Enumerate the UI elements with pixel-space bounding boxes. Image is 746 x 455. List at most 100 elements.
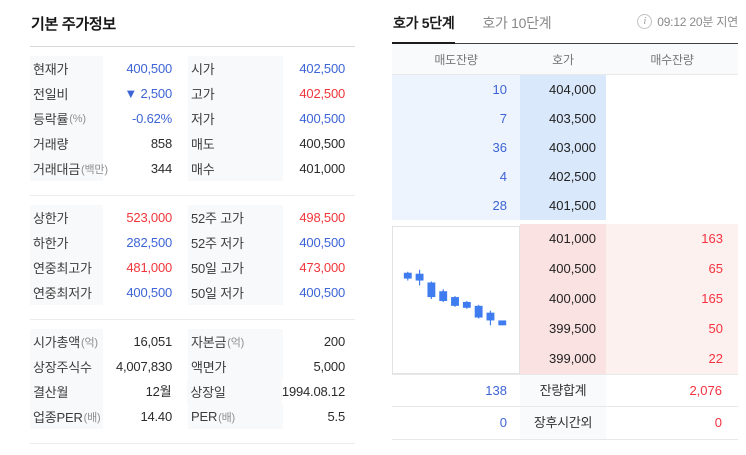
- row-value: 401,000: [299, 161, 345, 176]
- row-label-text: 하한가: [33, 236, 69, 251]
- row-label-text: 업종PER: [33, 410, 83, 425]
- row-label: 고가: [188, 81, 283, 106]
- ask-row: 36 403,000: [392, 133, 738, 162]
- basic-price-info-panel: 기본 주가정보 현재가 400,500 시가 402,500 전일비 ▼ 2,500 고가 4…: [30, 0, 355, 444]
- row-label-text: 자본금: [191, 335, 227, 350]
- column-gap: [172, 354, 188, 379]
- mini-candlestick-chart: [392, 226, 520, 374]
- row-value: 400,500: [299, 285, 345, 300]
- row-label-text: 거래량: [33, 137, 69, 152]
- row-label-text: 시가: [191, 62, 215, 77]
- ask-sell-quantity: 10: [392, 75, 520, 104]
- ask-empty-cell: [606, 162, 738, 191]
- row-label-text: 저가: [191, 112, 215, 127]
- ask-row: 4 402,500: [392, 162, 738, 191]
- row-value: 523,000: [126, 210, 172, 225]
- row-label: 업종PER (배): [30, 404, 103, 429]
- price-info-row: 하한가 282,500 52주 저가 400,500: [30, 230, 355, 255]
- row-label: 50일 저가: [188, 280, 283, 305]
- order-book-panel: 호가 5단계 호가 10단계 i 09:12 20분 지연 매도잔량 호가 매수…: [392, 0, 738, 440]
- column-gap: [172, 329, 188, 354]
- after-hours-row: 0 장후시간외 0: [392, 407, 738, 440]
- row-label-text: 고가: [191, 87, 215, 102]
- ask-row: 7 403,500: [392, 104, 738, 133]
- row-label: 상장일: [187, 379, 282, 404]
- row-label-text: 50일 저가: [191, 286, 244, 301]
- ask-empty-cell: [606, 191, 738, 220]
- ask-rows: 10 404,000 7 403,500 36 403,000 4 402,500 28 401,…: [392, 75, 738, 220]
- ask-price: 403,500: [520, 104, 606, 133]
- column-gap: [172, 131, 188, 156]
- header-price: 호가: [552, 52, 574, 67]
- bid-buy-quantity: 22: [606, 344, 738, 374]
- price-info-row: 거래량 858 매도 400,500: [30, 131, 355, 156]
- row-value: 5.5: [327, 409, 346, 424]
- ask-sell-quantity: 28: [392, 191, 520, 220]
- order-book-header: 매도잔량 호가 매수잔량: [392, 44, 738, 75]
- bid-price: 400,000: [520, 284, 606, 314]
- ask-empty-cell: [606, 75, 738, 104]
- row-value: 400,500: [299, 136, 345, 151]
- row-label: 연중최고가: [30, 255, 103, 280]
- row-label-text: 등락률: [33, 112, 69, 127]
- row-value: 400,500: [126, 61, 172, 76]
- row-label: 시가총액 (억): [30, 329, 103, 354]
- after-hours-buy: 0: [714, 415, 722, 430]
- price-info-row: 연중최저가 400,500 50일 저가 400,500: [30, 280, 355, 305]
- bid-row: 400,000 165: [392, 284, 738, 314]
- row-label: 결산월: [30, 379, 103, 404]
- row-label-text: 50일 고가: [191, 261, 244, 276]
- row-label-text: 52주 저가: [191, 236, 244, 251]
- ask-sell-quantity: 36: [392, 133, 520, 162]
- total-buy-volume: 2,076: [689, 383, 722, 398]
- row-label: 거래량: [30, 131, 103, 156]
- after-hours-sell: 0: [499, 415, 507, 430]
- ask-empty-cell: [606, 104, 738, 133]
- row-value: 344: [150, 161, 172, 176]
- price-info-section-1: 현재가 400,500 시가 402,500 전일비 ▼ 2,500 고가 402,500 등락…: [30, 47, 355, 196]
- price-info-sections: 현재가 400,500 시가 402,500 전일비 ▼ 2,500 고가 402,500 등락…: [30, 47, 355, 444]
- order-book-table: 매도잔량 호가 매수잔량 10 404,000 7 403,500 36 403,000 4…: [392, 43, 738, 440]
- total-sell-volume: 138: [485, 383, 507, 398]
- row-value: 400,500: [299, 111, 345, 126]
- delay-notice: i 09:12 20분 지연: [637, 13, 738, 30]
- row-label-text: 결산월: [33, 385, 69, 400]
- row-value: 282,500: [126, 235, 172, 250]
- column-gap: [172, 106, 188, 131]
- row-label: 시가: [188, 56, 283, 81]
- row-label: 52주 저가: [188, 230, 283, 255]
- row-label-text: 연중최고가: [33, 261, 92, 276]
- row-label: 거래대금 (백만): [30, 156, 108, 181]
- price-info-row: 상장주식수 4,007,830 액면가 5,000: [30, 354, 355, 379]
- header-sell-volume: 매도잔량: [434, 52, 478, 67]
- info-icon[interactable]: i: [637, 14, 653, 29]
- bid-area: 401,000 163 400,500 65 400,000 165 399,500 50 39…: [392, 224, 738, 374]
- panel-title: 기본 주가정보: [30, 0, 355, 47]
- tab-hoga-5-levels[interactable]: 호가 5단계: [392, 0, 456, 44]
- row-label-text: PER: [191, 409, 218, 424]
- row-value: ▼ 2,500: [124, 86, 172, 101]
- row-value: 400,500: [126, 285, 172, 300]
- row-label-suffix: (배): [83, 411, 101, 424]
- tab-hoga-10-levels[interactable]: 호가 10단계: [482, 15, 552, 31]
- row-value: 400,500: [299, 235, 345, 250]
- row-value: 481,000: [126, 260, 172, 275]
- ask-price: 404,000: [520, 75, 606, 104]
- row-label-suffix: (억): [81, 336, 98, 349]
- row-value: 5,000: [313, 359, 345, 374]
- ask-sell-quantity: 7: [392, 104, 520, 133]
- row-label-text: 액면가: [191, 360, 227, 375]
- row-value: 473,000: [299, 260, 345, 275]
- row-label: 52주 고가: [188, 205, 283, 230]
- column-gap: [172, 156, 188, 181]
- row-label-text: 상한가: [33, 211, 69, 226]
- ask-price: 402,500: [520, 162, 606, 191]
- row-label-text: 연중최저가: [33, 286, 92, 301]
- row-label: 액면가: [188, 354, 283, 379]
- bid-buy-quantity: 65: [606, 254, 738, 284]
- bid-price: 400,500: [520, 254, 606, 284]
- row-label-text: 상장일: [190, 385, 226, 400]
- price-info-row: 결산월 12월 상장일 1994.08.12: [30, 379, 355, 404]
- row-value: 16,051: [133, 334, 172, 349]
- row-label: 매수: [188, 156, 283, 181]
